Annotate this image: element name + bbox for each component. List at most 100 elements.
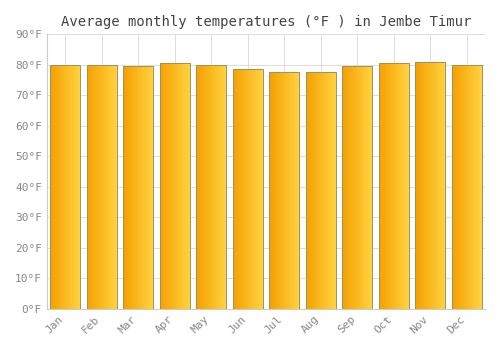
Bar [368,66,370,309]
Bar [172,63,173,309]
Bar [458,65,459,309]
Bar [123,66,153,309]
Bar [472,65,473,309]
Bar [250,69,251,309]
Bar [184,63,186,309]
Bar [331,72,332,309]
Bar [132,66,134,309]
Bar [167,63,168,309]
Bar [53,65,54,309]
Bar [90,65,92,309]
Bar [59,65,60,309]
Bar [210,65,212,309]
Bar [346,66,348,309]
Bar [298,72,300,309]
Bar [433,62,434,309]
Bar [114,65,116,309]
Bar [208,65,210,309]
Bar [396,63,397,309]
Bar [401,63,402,309]
Bar [78,65,80,309]
Bar [326,72,328,309]
Bar [144,66,145,309]
Bar [241,69,242,309]
Bar [402,63,404,309]
Bar [388,63,390,309]
Bar [326,72,327,309]
Bar [234,69,235,309]
Bar [312,72,314,309]
Bar [171,63,172,309]
Bar [142,66,144,309]
Bar [379,63,408,309]
Bar [345,66,346,309]
Bar [66,65,68,309]
Bar [50,65,80,309]
Bar [404,63,406,309]
Bar [216,65,217,309]
Bar [458,65,460,309]
Bar [383,63,384,309]
Bar [272,72,274,309]
Bar [224,65,225,309]
Bar [107,65,108,309]
Bar [100,65,101,309]
Bar [364,66,366,309]
Bar [97,65,98,309]
Bar [124,66,125,309]
Bar [418,62,420,309]
Bar [75,65,76,309]
Bar [72,65,73,309]
Bar [293,72,294,309]
Bar [456,65,458,309]
Bar [101,65,102,309]
Bar [420,62,422,309]
Bar [173,63,174,309]
Bar [140,66,141,309]
Bar [96,65,97,309]
Bar [92,65,94,309]
Bar [186,63,187,309]
Bar [386,63,388,309]
Bar [390,63,392,309]
Bar [200,65,202,309]
Bar [54,65,55,309]
Bar [256,69,258,309]
Bar [98,65,100,309]
Bar [248,69,249,309]
Bar [146,66,148,309]
Bar [62,65,63,309]
Bar [370,66,372,309]
Bar [198,65,199,309]
Bar [463,65,464,309]
Bar [366,66,368,309]
Bar [248,69,250,309]
Bar [273,72,274,309]
Bar [452,65,482,309]
Bar [292,72,294,309]
Bar [275,72,276,309]
Bar [237,69,238,309]
Bar [314,72,315,309]
Bar [405,63,406,309]
Bar [211,65,212,309]
Bar [116,65,117,309]
Bar [206,65,207,309]
Bar [203,65,204,309]
Bar [250,69,252,309]
Bar [178,63,180,309]
Bar [470,65,471,309]
Bar [258,69,260,309]
Bar [179,63,180,309]
Bar [221,65,222,309]
Bar [279,72,280,309]
Bar [60,65,61,309]
Bar [280,72,281,309]
Bar [128,66,129,309]
Bar [178,63,179,309]
Bar [311,72,312,309]
Bar [189,63,190,309]
Bar [320,72,321,309]
Bar [197,65,198,309]
Bar [444,62,445,309]
